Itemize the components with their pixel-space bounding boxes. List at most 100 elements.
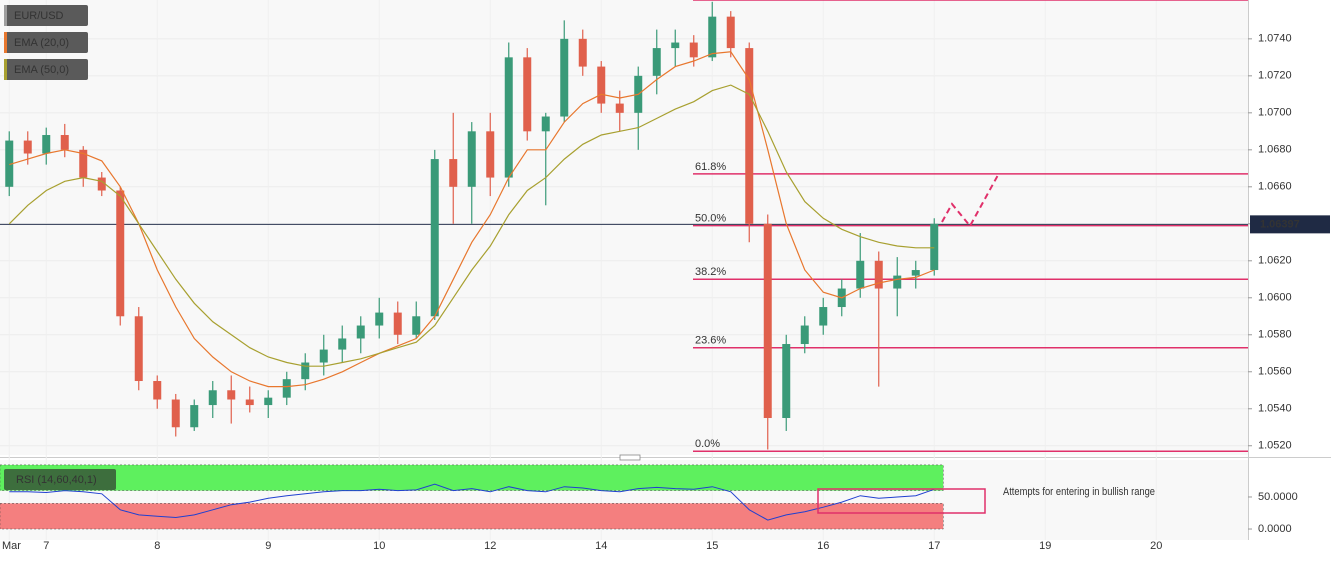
- x-tick-label: 9: [265, 540, 271, 552]
- candle-body: [264, 397, 273, 406]
- ema-line: [9, 51, 935, 388]
- candle-body: [301, 362, 310, 380]
- candle-body: [282, 379, 291, 398]
- candle-body: [726, 16, 735, 49]
- y-tick-label: 1.0520: [1258, 440, 1292, 452]
- legend-label: EUR/USD: [14, 10, 64, 22]
- candle-body: [5, 140, 14, 187]
- x-tick-label: 15: [706, 540, 718, 552]
- candle-body: [23, 140, 32, 154]
- main-panel: [0, 0, 1248, 455]
- rsi-band: [0, 464, 944, 491]
- candle-body: [856, 260, 865, 289]
- candle-body: [523, 57, 532, 132]
- candle-body: [652, 48, 661, 76]
- x-tick-label: 19: [1039, 540, 1051, 552]
- y-tick-label: 1.0560: [1258, 366, 1292, 378]
- fib-label: 0.0%: [695, 438, 720, 450]
- last-price-box: [1250, 215, 1330, 234]
- fib-label: 50.0%: [695, 213, 726, 225]
- resize-handle[interactable]: [619, 454, 641, 461]
- legend-label: EMA (50,0): [14, 64, 69, 76]
- candle-body: [412, 316, 421, 335]
- candle-body: [245, 399, 254, 406]
- candle-body: [338, 338, 347, 350]
- candle-body: [671, 42, 680, 49]
- candle-body: [467, 131, 476, 187]
- candle-body: [893, 275, 902, 289]
- rsi-title-box: [4, 469, 116, 490]
- candle-body: [319, 349, 328, 363]
- candle-body: [190, 405, 199, 428]
- candle-body: [560, 38, 569, 117]
- candle-body: [874, 260, 883, 289]
- legend-box[interactable]: [4, 5, 88, 26]
- candle-body: [911, 270, 920, 276]
- fib-label: 23.6%: [695, 335, 726, 347]
- candle-body: [97, 177, 106, 191]
- projection-arrow: [941, 174, 999, 228]
- candle-body: [430, 159, 439, 317]
- candle-body: [375, 312, 384, 326]
- y-tick-label: 50.0000: [1258, 491, 1298, 503]
- candle-body: [615, 103, 624, 113]
- candle-body: [782, 344, 791, 419]
- candle-body: [930, 223, 939, 271]
- candle-body: [504, 57, 513, 178]
- candle-body: [597, 66, 606, 104]
- annotation-box: [817, 488, 986, 514]
- candle-body: [708, 16, 717, 58]
- candle-body: [745, 48, 754, 224]
- legend-swatch: [4, 5, 7, 26]
- candle-body: [449, 159, 458, 187]
- candle-body: [134, 316, 143, 382]
- ema-line: [8, 84, 935, 367]
- legend-swatch: [4, 59, 7, 80]
- y-tick-label: 1.0720: [1258, 70, 1292, 82]
- candle-body: [116, 190, 125, 317]
- y-tick-label: 1.0700: [1258, 107, 1292, 119]
- rsi-line: [9, 483, 935, 521]
- candle-body: [393, 312, 402, 335]
- candle-body: [541, 116, 550, 132]
- x-tick-label: 12: [484, 540, 496, 552]
- x-tick-label: Mar: [2, 540, 21, 552]
- x-tick-label: 8: [154, 540, 160, 552]
- legend-swatch: [4, 32, 7, 53]
- fib-label: 61.8%: [695, 161, 726, 173]
- annotation: Attempts for entering in bullish range: [1003, 486, 1155, 498]
- candle-body: [42, 135, 51, 154]
- candle-body: [60, 135, 69, 150]
- legend-box[interactable]: [4, 32, 88, 53]
- candle-body: [153, 381, 162, 400]
- candle-body: [763, 223, 772, 419]
- y-tick-label: 1.0680: [1258, 144, 1292, 156]
- x-tick-label: 17: [928, 540, 940, 552]
- plot-layer: 1.0520 1.0540 1.0560 1.0580 1.0600 1.0620 1.06…: [0, 0, 1330, 552]
- rsi-title: RSI (14,60,40,1): [16, 474, 97, 486]
- candle-body: [356, 325, 365, 339]
- candle-body: [486, 131, 495, 178]
- candle-body: [819, 307, 828, 326]
- y-tick-label: 1.0740: [1258, 33, 1292, 45]
- candle-body: [578, 38, 587, 67]
- candle-body: [800, 325, 809, 345]
- candle-body: [227, 390, 236, 400]
- x-tick-label: 7: [43, 540, 49, 552]
- last-price-label: 1.06397: [1260, 218, 1300, 230]
- y-tick-label: 1.0620: [1258, 255, 1292, 267]
- x-tick-label: 10: [373, 540, 385, 552]
- legend-box[interactable]: [4, 59, 88, 80]
- candle-body: [689, 42, 698, 58]
- candle-body: [208, 390, 217, 406]
- y-tick-label: 1.0660: [1258, 181, 1292, 193]
- x-tick-label: 14: [595, 540, 607, 552]
- y-tick-label: 1.0580: [1258, 329, 1292, 341]
- x-tick-label: 20: [1150, 540, 1162, 552]
- y-tick-label: 0.0000: [1258, 523, 1292, 535]
- rsi-band: [0, 503, 944, 530]
- fib-label: 38.2%: [695, 266, 726, 278]
- candle-body: [171, 399, 180, 428]
